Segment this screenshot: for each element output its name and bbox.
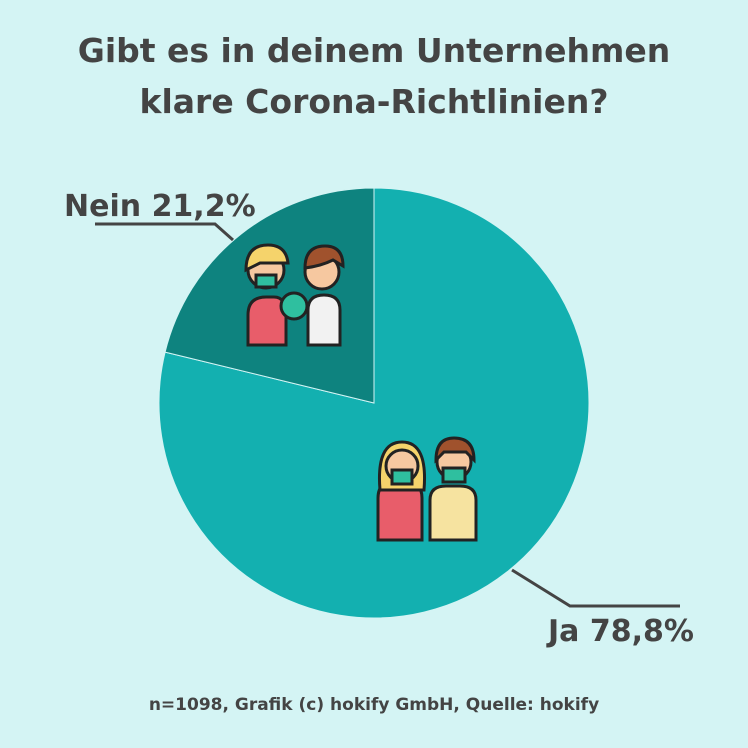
leader-lines: [95, 222, 680, 608]
chart-title: Gibt es in deinem Unternehmen: [78, 31, 671, 70]
icon-people-nein: [244, 243, 345, 347]
category-label: Ja: [546, 614, 579, 649]
leader-line: [511, 568, 680, 608]
value-label: 78,8%: [590, 614, 694, 649]
icons: [244, 243, 478, 542]
source-note: n=1098, Grafik (c) hokify GmbH, Quelle: …: [149, 695, 599, 715]
value-label: 21,2%: [152, 189, 256, 224]
pie: [158, 187, 590, 619]
slice-label: Nein 21,2%: [64, 189, 256, 224]
category-label: Nein: [64, 189, 141, 224]
chart-title: klare Corona-Richtlinien?: [140, 82, 609, 121]
slice-label: Ja 78,8%: [546, 614, 694, 649]
leader-line: [95, 222, 234, 242]
icon-people-ja: [376, 436, 478, 542]
